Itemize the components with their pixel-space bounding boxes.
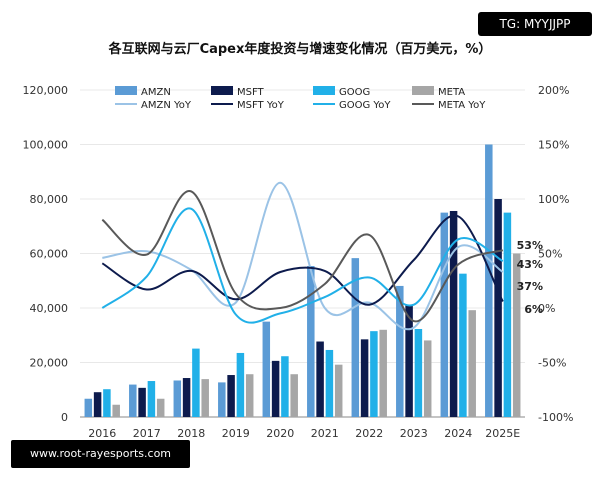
y2-tick-label: 100% <box>538 193 569 206</box>
x-tick-label: 2022 <box>355 427 383 440</box>
x-tick-label: 2025E <box>485 427 520 440</box>
bar-amzn-2023 <box>396 285 404 417</box>
legend-label: MSFT <box>237 87 265 98</box>
bar-goog-2020 <box>281 356 289 417</box>
legend-swatch <box>211 86 233 95</box>
y-tick-label: 20,000 <box>30 357 69 370</box>
x-tick-label: 2021 <box>311 427 339 440</box>
bar-amzn-2021 <box>307 266 315 417</box>
bar-msft-2017 <box>138 387 146 417</box>
legend-swatch <box>313 86 335 95</box>
x-tick-label: 2016 <box>88 427 116 440</box>
y-tick-label: 120,000 <box>23 84 69 97</box>
y2-tick-label: 150% <box>538 139 569 152</box>
annotations: 53% 43% 37% 6% <box>517 239 543 316</box>
legend-label: AMZN <box>141 87 171 98</box>
x-tick-label: 2023 <box>400 427 428 440</box>
legend-swatch <box>115 86 137 95</box>
bar-goog-2016 <box>103 389 111 417</box>
bar-msft-2022 <box>360 339 369 417</box>
legend-swatch <box>412 86 434 95</box>
bar-amzn-2016 <box>84 398 93 417</box>
bar-goog-2023 <box>414 328 423 417</box>
bar-msft-2021 <box>316 341 324 417</box>
legend-label: GOOG YoY <box>339 100 391 111</box>
y-tick-label: 80,000 <box>30 193 69 206</box>
gridlines <box>80 89 525 418</box>
y2-tick-label: 50% <box>538 248 562 261</box>
annotation-label: 6% <box>524 303 543 316</box>
bar-msft-2018 <box>182 378 191 417</box>
line-amzn-yoy <box>102 181 504 331</box>
bar-meta-2018 <box>201 379 209 417</box>
y2-tick-label: 200% <box>538 84 569 97</box>
bar-goog-2017 <box>147 381 156 417</box>
line-msft-yoy <box>101 214 504 306</box>
annotation-label: 53% <box>517 239 543 252</box>
bar-amzn-2022 <box>351 258 360 417</box>
bar-meta-2025e <box>512 253 521 417</box>
legend-label: META YoY <box>438 100 486 111</box>
bar-meta-2017 <box>156 398 165 417</box>
x-tick-label: 2019 <box>222 427 250 440</box>
bar-amzn-2019 <box>218 382 226 417</box>
bar-meta-2022 <box>379 329 387 417</box>
bar-series <box>84 144 521 417</box>
bar-meta-2020 <box>290 374 298 417</box>
bar-msft-2024 <box>449 210 458 417</box>
y2-axis: -100% -50% 0% 50% 100% 150% 200% <box>538 84 573 424</box>
y-tick-label: 0 <box>61 411 68 424</box>
x-axis: 2016 2017 2018 2019 2020 2021 2022 2023 2024 2025… <box>88 427 520 440</box>
bar-meta-2023 <box>423 340 432 417</box>
bar-amzn-2024 <box>440 212 449 417</box>
watermark-url: www.root-rayesports.com <box>11 440 190 468</box>
line-goog-yoy <box>101 207 504 324</box>
y2-tick-label: 0% <box>538 302 555 315</box>
x-tick-label: 2024 <box>444 427 472 440</box>
y-tick-label: 40,000 <box>30 302 69 315</box>
legend-label: GOOG <box>339 87 370 98</box>
bar-goog-2019 <box>236 352 245 417</box>
bar-msft-2025e <box>494 199 502 417</box>
y2-tick-label: -50% <box>538 357 566 370</box>
y-tick-label: 100,000 <box>23 139 69 152</box>
x-tick-label: 2020 <box>266 427 294 440</box>
y-tick-label: 60,000 <box>30 248 69 261</box>
watermark-top: TG: MYYJJPP <box>478 12 592 36</box>
legend-label: MSFT YoY <box>237 100 285 111</box>
bar-msft-2019 <box>227 375 235 417</box>
bar-goog-2021 <box>325 349 334 417</box>
legend-label: META <box>438 87 465 98</box>
x-tick-label: 2018 <box>177 427 205 440</box>
bar-goog-2025e <box>503 212 512 417</box>
annotation-label: 43% <box>517 258 543 271</box>
bar-amzn-2020 <box>262 321 271 417</box>
bar-msft-2016 <box>93 392 102 417</box>
bar-amzn-2025e <box>485 144 493 417</box>
bar-goog-2018 <box>192 348 200 417</box>
bar-meta-2021 <box>334 364 343 417</box>
annotation-label: 37% <box>517 280 543 293</box>
bar-goog-2024 <box>459 273 467 417</box>
bar-amzn-2018 <box>173 380 182 417</box>
bar-msft-2020 <box>271 360 280 417</box>
bar-amzn-2017 <box>129 384 137 417</box>
line-meta-yoy <box>101 190 504 323</box>
line-series <box>101 181 504 331</box>
bar-meta-2024 <box>468 310 476 417</box>
legend-label: AMZN YoY <box>141 100 192 111</box>
y2-tick-label: -100% <box>538 411 573 424</box>
chart-title: 各互联网与云厂Capex年度投资与增速变化情况（百万美元，%） <box>108 41 492 57</box>
bar-meta-2016 <box>112 404 120 417</box>
bar-meta-2019 <box>245 374 254 417</box>
bar-msft-2023 <box>405 305 413 417</box>
bar-goog-2022 <box>370 331 378 417</box>
legend: AMZN MSFT GOOG META AMZN YoY MSFT YoY GOOG YoY… <box>115 86 486 111</box>
x-tick-label: 2017 <box>133 427 161 440</box>
